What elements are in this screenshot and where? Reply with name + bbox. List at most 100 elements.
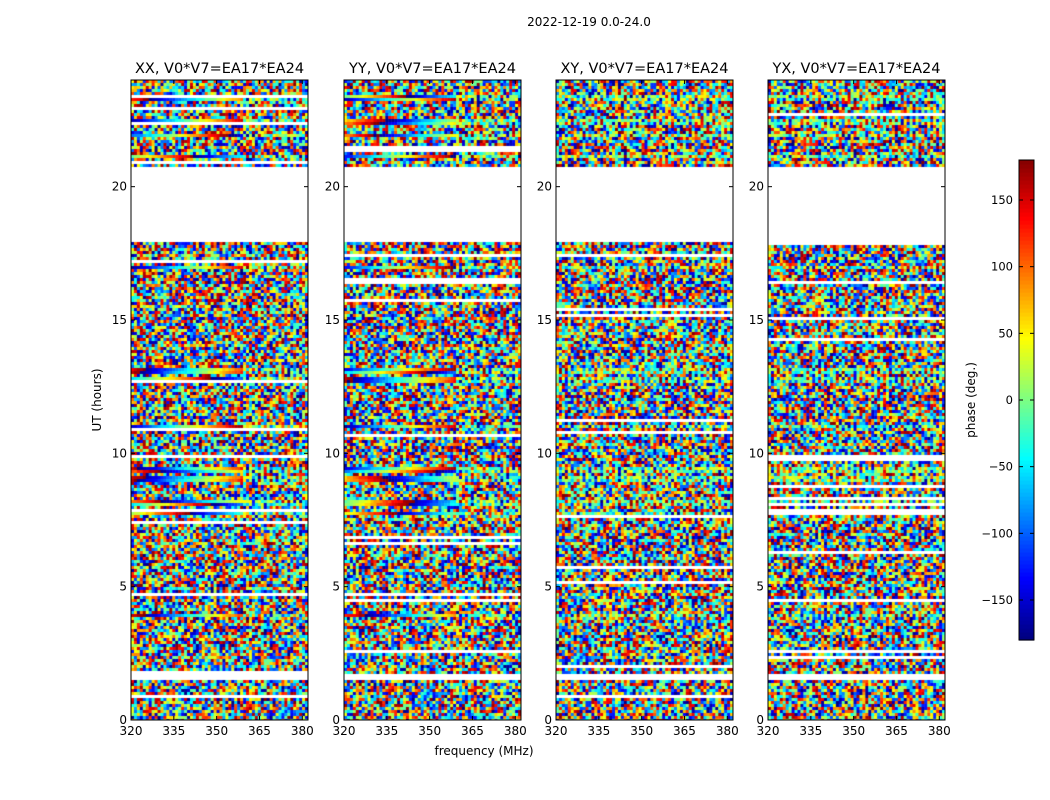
colorbar-segment	[1019, 596, 1034, 601]
colorbar-segment	[1019, 240, 1034, 245]
panel-title-yy: YY, V0*V7=EA17*EA24	[348, 61, 516, 77]
phase-heatmap-yx	[768, 80, 945, 720]
panel-yx: YX, V0*V7=EA17*EA24 320 335 350 365 380 0 5 10 15…	[749, 61, 951, 738]
colorbar-segment	[1019, 408, 1034, 413]
y-tick-label: 5	[544, 580, 552, 594]
colorbar-segment	[1019, 172, 1034, 177]
y-tick-label: 10	[749, 446, 764, 460]
colorbar-segment	[1019, 468, 1034, 473]
panel-frame	[130, 79, 309, 721]
colorbar-segment	[1019, 252, 1034, 257]
colorbar-segment	[1019, 340, 1034, 345]
colorbar-segment	[1019, 376, 1034, 381]
colorbar-segment	[1019, 624, 1034, 629]
x-axis-label: frequency (MHz)	[434, 744, 533, 758]
colorbar-segment	[1019, 280, 1034, 285]
panel-frame	[555, 79, 734, 721]
x-tick-label: 365	[248, 724, 271, 738]
colorbar-segment	[1019, 244, 1034, 249]
x-tick-label: 380	[291, 724, 314, 738]
colorbar-segment	[1019, 404, 1034, 409]
colorbar-segment	[1019, 452, 1034, 457]
colorbar-segment	[1019, 356, 1034, 361]
colorbar-segment	[1019, 260, 1034, 265]
colorbar-segment	[1019, 380, 1034, 385]
colorbar-segment	[1019, 364, 1034, 369]
colorbar-segment	[1019, 344, 1034, 349]
colorbar-segment	[1019, 632, 1034, 637]
x-tick-label: 335	[799, 724, 822, 738]
x-tick-label: 335	[162, 724, 185, 738]
y-tick-label: 20	[749, 180, 764, 194]
y-tick-label: 20	[112, 180, 127, 194]
y-tick-label: 5	[756, 580, 764, 594]
colorbar-segment	[1019, 464, 1034, 469]
colorbar-segment	[1019, 448, 1034, 453]
colorbar-segment	[1019, 532, 1034, 537]
colorbar-segment	[1019, 400, 1034, 405]
colorbar-segment	[1019, 204, 1034, 209]
x-tick-label: 380	[504, 724, 527, 738]
panel-xx: XX, V0*V7=EA17*EA24 320 335 350 365 380 0 5 10 15…	[112, 61, 314, 738]
colorbar-segment	[1019, 588, 1034, 593]
y-tick-label: 15	[112, 313, 127, 327]
colorbar-segment	[1019, 420, 1034, 425]
colorbar-segment	[1019, 544, 1034, 549]
colorbar-segment	[1019, 576, 1034, 581]
y-tick-label: 15	[749, 313, 764, 327]
colorbar-segment	[1019, 620, 1034, 625]
colorbar-segment	[1019, 192, 1034, 197]
colorbar-segment	[1019, 436, 1034, 441]
colorbar-segment	[1019, 332, 1034, 337]
colorbar-segment	[1019, 392, 1034, 397]
colorbar-segment	[1019, 636, 1034, 641]
colorbar-segment	[1019, 556, 1034, 561]
colorbar-segment	[1019, 168, 1034, 173]
colorbar-segment	[1019, 520, 1034, 525]
panel-title-xx: XX, V0*V7=EA17*EA24	[135, 61, 304, 77]
colorbar-segment	[1019, 564, 1034, 569]
colorbar-segment	[1019, 292, 1034, 297]
colorbar-segment	[1019, 384, 1034, 389]
colorbar-segment	[1019, 396, 1034, 401]
y-tick-label: 10	[325, 446, 340, 460]
colorbar-tick-label: 150	[991, 193, 1013, 207]
colorbar-segment	[1019, 476, 1034, 481]
x-tick-label: 380	[928, 724, 951, 738]
colorbar-tick-label: 100	[991, 260, 1013, 274]
x-tick-label: 365	[885, 724, 908, 738]
colorbar-segment	[1019, 472, 1034, 477]
colorbar-segment	[1019, 300, 1034, 305]
colorbar-segment	[1019, 444, 1034, 449]
colorbar-segment	[1019, 548, 1034, 553]
colorbar-segment	[1019, 160, 1034, 165]
colorbar-segment	[1019, 248, 1034, 253]
colorbar-segment	[1019, 336, 1034, 341]
colorbar-segment	[1019, 284, 1034, 289]
colorbar-tick-label: −50	[989, 460, 1013, 474]
colorbar-segment	[1019, 412, 1034, 417]
colorbar-segment	[1019, 308, 1034, 313]
colorbar-segment	[1019, 328, 1034, 333]
colorbar-segment	[1019, 296, 1034, 301]
colorbar-segment	[1019, 528, 1034, 533]
x-tick-label: 320	[120, 724, 143, 738]
phase-heatmap-xx	[131, 80, 308, 720]
x-tick-label: 335	[587, 724, 610, 738]
y-tick-label: 0	[119, 713, 127, 727]
colorbar-tick-label: −150	[981, 593, 1013, 607]
colorbar-segment	[1019, 256, 1034, 261]
colorbar-segment	[1019, 320, 1034, 325]
colorbar-segment	[1019, 568, 1034, 573]
colorbar-segment	[1019, 540, 1034, 545]
colorbar-segment	[1019, 316, 1034, 321]
colorbar-segment	[1019, 348, 1034, 353]
colorbar-segment	[1019, 220, 1034, 225]
y-tick-label: 20	[325, 180, 340, 194]
colorbar-segment	[1019, 628, 1034, 633]
colorbar-segment	[1019, 176, 1034, 181]
colorbar-segment	[1019, 324, 1034, 329]
x-tick-label: 350	[205, 724, 228, 738]
colorbar-segment	[1019, 200, 1034, 205]
